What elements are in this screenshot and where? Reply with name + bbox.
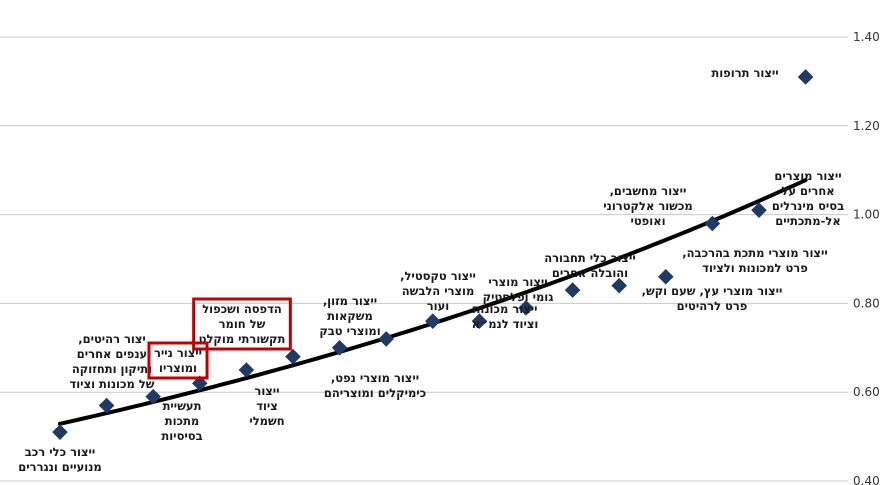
data-point: [704, 215, 721, 232]
point-label-line: וציוד לנמ״א: [472, 317, 539, 331]
point-label-line: ייצור תרופות: [711, 66, 778, 80]
point-label-line: ייצור: [254, 384, 279, 398]
y-tick-label: 1.00: [853, 208, 880, 222]
point-label: ייצור תרופות: [711, 66, 778, 80]
point-label-line: ומוצרי טבק: [319, 324, 380, 338]
point-label-line: פרט למכונות ולציוד: [702, 261, 808, 275]
point-label-line: ייצור מזון,: [323, 294, 377, 308]
data-point: [564, 282, 581, 298]
point-label: ייצור כלי רכב מנועיים ונגררים: [18, 445, 101, 474]
point-label: ייצור מכונות וציוד לנמ״א: [472, 302, 539, 331]
point-label-line: ייצור נייר: [154, 346, 202, 360]
point-label-line: ייצור כלי רכב: [25, 445, 95, 459]
data-point: [145, 388, 161, 405]
y-axis-ticks: 0.40 0.60 0.80 1.00 1.20 1.40: [853, 30, 880, 485]
point-label-line: ותיקון ותחזוקה: [72, 362, 152, 376]
point-label-line: משקאות: [327, 309, 373, 323]
data-point: [238, 362, 255, 378]
y-tick-label: 0.60: [853, 385, 880, 399]
point-label: הדפסה ושכפול של חומר תקשורתי מוקלט: [199, 302, 286, 346]
point-label: ייצור מוצרי עץ, שעם וקש, פרט לרהיטים: [642, 284, 783, 313]
point-label: ייצור מוצרי מתכת בהרכבה, פרט למכונות ולצי…: [682, 246, 827, 275]
point-label-line: תעשיית: [163, 399, 202, 413]
point-label-line: ייצור מוצרים: [774, 169, 841, 183]
point-label: ייצור מחשבים, מכשור אלקטרוני ואופטי: [603, 184, 693, 228]
point-label-line: אחרים על: [781, 184, 834, 198]
point-label-line: גומי ופלסטיק: [483, 290, 554, 304]
data-point: [658, 268, 674, 285]
point-labels: ייצור כלי רכב מנועיים ונגררים יצור רהיטים,…: [18, 66, 844, 474]
point-label-line: בסיסיות: [161, 429, 202, 443]
point-label-line: ייצור מוצרי נפט,: [331, 371, 419, 385]
point-label: ייצור ציוד חשמלי: [249, 384, 284, 428]
point-label-line: ייצור מוצרי: [488, 275, 547, 289]
y-tick-label: 0.80: [853, 296, 880, 310]
point-label-line: הדפסה ושכפול: [202, 302, 282, 316]
point-label-line: של מכונות וציוד: [69, 377, 154, 391]
point-label-line: ציוד: [256, 399, 278, 413]
highlight-box: [147, 341, 209, 380]
point-label: ייצור מוצרי נפט, כימיקלים ומוצריהם: [324, 371, 426, 400]
point-label-line: מתכות: [165, 414, 200, 428]
point-label-line: של חומר: [219, 317, 266, 331]
point-label-line: תקשורתי מוקלט: [199, 332, 286, 346]
point-label: ייצור מוצרים אחרים על בסיס מינרלים אל-מתכתי…: [772, 169, 844, 228]
highlight-boxes: [147, 297, 292, 380]
point-label-line: ייצור מכונות: [473, 302, 538, 316]
point-label-line: מכשור אלקטרוני: [603, 199, 693, 213]
point-label-line: מוצרי הלבשה: [402, 284, 475, 298]
point-label-line: ייצור מוצרי מתכת בהרכבה,: [682, 246, 827, 260]
data-point: [52, 424, 68, 440]
y-tick-label: 1.20: [853, 119, 880, 133]
data-point: [611, 277, 627, 294]
gridlines: [0, 36, 848, 482]
point-label: תעשיית מתכות בסיסיות: [161, 399, 202, 443]
point-label-line: ואופטי: [630, 214, 665, 228]
point-label-line: חשמלי: [249, 414, 284, 428]
point-label: יצור רהיטים, ענפים אחרים ותיקון ותחזוקה של …: [69, 332, 154, 391]
point-label: ייצור מוצרי גומי ופלסטיק: [483, 275, 554, 304]
y-tick-label: 0.40: [853, 474, 880, 485]
highlight-box: [192, 297, 292, 351]
point-label-line: כימיקלים ומוצריהם: [324, 386, 426, 400]
point-label-line: ומוצריו: [159, 361, 197, 375]
point-label: ייצור טקסטיל, מוצרי הלבשה ועור: [400, 269, 476, 313]
point-label-line: פרט לרהיטים: [677, 299, 748, 313]
point-label-line: ייצור טקסטיל,: [400, 269, 476, 283]
point-label-line: ועור: [427, 299, 449, 313]
point-label: ייצור כלי תחבורה והובלה אחרים: [544, 251, 636, 280]
point-label-line: ייצור מחשבים,: [610, 184, 687, 198]
point-label-line: יצור רהיטים,: [78, 332, 146, 346]
data-point: [751, 202, 767, 218]
point-label-line: בסיס מינרלים: [772, 199, 844, 213]
data-point: [378, 331, 394, 347]
point-label: ייצור מזון, משקאות ומוצרי טבק: [319, 294, 380, 338]
point-label-line: ייצור כלי תחבורה: [544, 251, 636, 265]
y-tick-label: 1.40: [853, 30, 880, 44]
point-label-line: ייצור מוצרי עץ, שעם וקש,: [642, 284, 783, 298]
point-label-line: ענפים אחרים: [77, 347, 147, 361]
point-label: ייצור נייר ומוצריו: [154, 346, 202, 375]
data-point: [797, 69, 814, 85]
point-label-line: מנועיים ונגררים: [18, 460, 101, 474]
point-label-line: אל-מתכתיים: [775, 214, 840, 228]
point-label-line: והובלה אחרים: [552, 266, 628, 280]
